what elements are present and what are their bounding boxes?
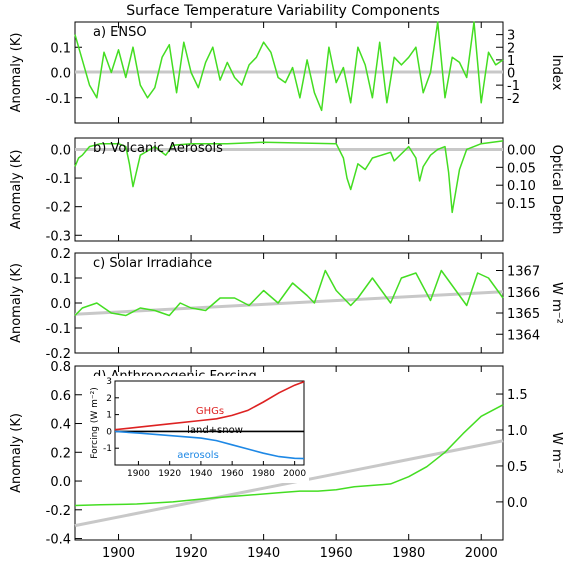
- right-tick-label: 0.5: [507, 460, 528, 475]
- x-tick-label: 1940: [247, 546, 280, 561]
- inset-series-line: [114, 430, 305, 460]
- trend-line: [74, 290, 504, 316]
- y-tick-label: -0.1: [46, 172, 71, 187]
- right-axis-label: Index: [549, 55, 564, 91]
- panel-frame: [74, 137, 504, 242]
- inset-x-tick-label: 1920: [158, 469, 181, 479]
- inset-series-label: land+snow: [187, 425, 243, 436]
- inset-y-tick-label: 1: [106, 411, 112, 421]
- y-tick-label: 0.1: [50, 272, 71, 287]
- trend-line: [74, 439, 504, 528]
- y-tick-label: -0.2: [46, 504, 71, 519]
- right-tick-label: 0.10: [507, 179, 536, 194]
- shared-x-axis: 1900 1920 1940 1960 1980 2000: [102, 546, 498, 561]
- y-tick-label: -0.2: [46, 347, 71, 362]
- inset-y-axis-label: Forcing (W m⁻²): [90, 387, 100, 459]
- right-tick-label: 1: [507, 54, 515, 69]
- panel-title: a) ENSO: [93, 25, 147, 40]
- y-tick-label: 0.0: [50, 297, 71, 312]
- y-tick-label: 0.0: [50, 67, 71, 82]
- inset-y-tick-label: -1: [103, 444, 112, 454]
- y-tick-label: 0.2: [50, 446, 71, 461]
- right-tick-label: 1366: [507, 286, 540, 301]
- inset-x-tick-label: 1900: [127, 469, 150, 479]
- y-axis-label: Anomaly (K): [9, 263, 24, 343]
- right-tick-label: 3: [507, 29, 515, 44]
- inset-frame: [114, 380, 305, 466]
- series-line: [74, 404, 504, 507]
- y-tick-label: 0.6: [50, 389, 71, 404]
- y-tick-label: -0.1: [46, 92, 71, 107]
- right-tick-label: 1365: [507, 307, 540, 322]
- series-line: [74, 269, 504, 317]
- right-axis-label: W m⁻²: [549, 432, 564, 474]
- right-tick-label: 0.15: [507, 197, 536, 212]
- y-tick-label: -0.4: [46, 533, 71, 548]
- panel-volcanic: -0.3 -0.2 -0.1 0.0 0.00 0.05 0.10 0.15 Anomaly (…: [9, 137, 564, 244]
- x-tick-label: 1960: [320, 546, 353, 561]
- panel-anthropogenic: -0.4 -0.2 0.0 0.2 0.4 0.6 0.8 0.0 0.5 1.0 1.5 Anoma…: [9, 360, 564, 548]
- inset-x-tick-label: 1940: [189, 469, 212, 479]
- inset-y-tick-label: 2: [106, 394, 112, 404]
- right-tick-label: -2: [507, 92, 520, 107]
- y-tick-label: 0.8: [50, 360, 71, 375]
- right-tick-label: 1364: [507, 328, 540, 343]
- inset-series-label: GHGs: [196, 406, 224, 417]
- right-axis-label: W m⁻²: [549, 282, 564, 324]
- right-tick-label: 1367: [507, 265, 540, 280]
- right-tick-label: 0.00: [507, 143, 536, 158]
- panel-title: b) Volcanic Aerosols: [93, 141, 223, 156]
- y-tick-label: -0.3: [46, 229, 71, 244]
- right-axis-label: Optical Depth: [549, 145, 564, 235]
- y-tick-label: -0.1: [46, 322, 71, 337]
- x-tick-label: 1920: [175, 546, 208, 561]
- y-tick-label: 0.1: [50, 41, 71, 56]
- inset-x-tick-label: 1960: [221, 469, 244, 479]
- panel-solar: -0.2 -0.1 0.0 0.1 0.2 1367 1366 1365 1364 Anomaly…: [9, 247, 564, 362]
- panel-frame: [74, 365, 504, 541]
- inset-series-line: [114, 381, 305, 431]
- figure-title: Surface Temperature Variability Componen…: [126, 3, 440, 19]
- y-tick-label: 0.2: [50, 247, 71, 262]
- right-tick-label: 0: [507, 67, 515, 82]
- inset-series-label: aerosols: [177, 450, 219, 461]
- right-tick-label: 0.05: [507, 161, 536, 176]
- x-tick-label: 1900: [102, 546, 135, 561]
- inset-y-tick-label: 0: [106, 427, 112, 437]
- inset-forcing: 1900 1920 1940 1960 1980 2000 -1 0 1 2 3 Forcing (W…: [83, 376, 309, 483]
- right-tick-label: 1.0: [507, 424, 528, 439]
- right-tick-label: 1.5: [507, 388, 528, 403]
- y-axis-label: Anomaly (K): [9, 150, 24, 230]
- y-tick-label: -0.2: [46, 201, 71, 216]
- right-tick-label: 0.0: [507, 496, 528, 511]
- y-tick-label: 0.4: [50, 418, 71, 433]
- y-tick-label: 0.0: [50, 143, 71, 158]
- y-axis-label: Anomaly (K): [9, 33, 24, 113]
- inset-y-tick-label: 3: [106, 377, 112, 387]
- series-line: [74, 140, 504, 214]
- y-axis-label: Anomaly (K): [9, 413, 24, 493]
- inset-x-tick-label: 2000: [283, 469, 306, 479]
- inset-x-tick-label: 1980: [252, 469, 275, 479]
- y-tick-label: 0.0: [50, 475, 71, 490]
- x-tick-label: 1980: [392, 546, 425, 561]
- x-tick-label: 2000: [465, 546, 498, 561]
- right-tick-label: -1: [507, 79, 520, 94]
- right-tick-label: 2: [507, 41, 515, 56]
- panel-title: c) Solar Irradiance: [93, 256, 212, 271]
- series-line: [74, 21, 504, 112]
